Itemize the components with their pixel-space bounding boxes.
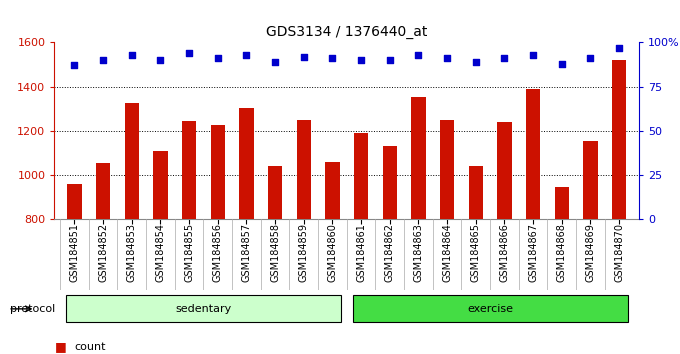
Point xyxy=(499,56,510,61)
Point xyxy=(270,59,281,65)
Bar xyxy=(182,121,197,219)
Text: GSM184868: GSM184868 xyxy=(557,223,567,282)
Bar xyxy=(325,162,339,219)
Bar xyxy=(239,108,254,219)
Point xyxy=(528,52,539,58)
Bar xyxy=(583,141,598,219)
Point xyxy=(384,57,395,63)
Text: GSM184863: GSM184863 xyxy=(413,223,424,282)
Text: GSM184867: GSM184867 xyxy=(528,223,538,282)
Text: GSM184856: GSM184856 xyxy=(213,223,223,282)
Bar xyxy=(526,89,541,219)
Bar xyxy=(612,60,626,219)
Point xyxy=(212,56,223,61)
Title: GDS3134 / 1376440_at: GDS3134 / 1376440_at xyxy=(266,25,428,39)
Text: sedentary: sedentary xyxy=(175,304,232,314)
Point xyxy=(356,57,367,63)
Text: GSM184869: GSM184869 xyxy=(585,223,596,282)
Text: GSM184851: GSM184851 xyxy=(69,223,80,282)
Text: GSM184862: GSM184862 xyxy=(385,223,395,282)
Bar xyxy=(411,97,426,219)
Text: ■: ■ xyxy=(54,341,66,353)
Text: protocol: protocol xyxy=(10,304,56,314)
Point xyxy=(585,56,596,61)
Point xyxy=(299,54,309,59)
Point xyxy=(413,52,424,58)
Bar xyxy=(153,151,168,219)
Point xyxy=(241,52,252,58)
Text: GSM184864: GSM184864 xyxy=(442,223,452,282)
Bar xyxy=(67,184,82,219)
Text: count: count xyxy=(75,342,106,352)
Point xyxy=(471,59,481,65)
FancyBboxPatch shape xyxy=(352,295,628,322)
Bar xyxy=(96,163,110,219)
Text: GSM184852: GSM184852 xyxy=(98,223,108,282)
Bar xyxy=(555,187,569,219)
Bar xyxy=(440,120,454,219)
Point xyxy=(126,52,137,58)
Point xyxy=(98,57,109,63)
Text: GSM184866: GSM184866 xyxy=(500,223,509,282)
Text: GSM184870: GSM184870 xyxy=(614,223,624,282)
Text: GSM184859: GSM184859 xyxy=(299,223,309,282)
Text: GSM184860: GSM184860 xyxy=(328,223,337,282)
Bar xyxy=(296,120,311,219)
Bar xyxy=(354,133,369,219)
Point xyxy=(556,61,567,67)
Text: GSM184853: GSM184853 xyxy=(126,223,137,282)
FancyBboxPatch shape xyxy=(66,295,341,322)
Text: GSM184854: GSM184854 xyxy=(156,223,165,282)
Point xyxy=(155,57,166,63)
Bar xyxy=(383,147,397,219)
Bar xyxy=(124,103,139,219)
Bar xyxy=(469,166,483,219)
Text: GSM184865: GSM184865 xyxy=(471,223,481,282)
Point xyxy=(69,63,80,68)
Text: GSM184857: GSM184857 xyxy=(241,223,252,282)
Text: GSM184855: GSM184855 xyxy=(184,223,194,282)
Text: GSM184861: GSM184861 xyxy=(356,223,366,282)
Text: GSM184858: GSM184858 xyxy=(270,223,280,282)
Bar xyxy=(497,122,511,219)
Bar xyxy=(268,166,282,219)
Point xyxy=(184,50,194,56)
Point xyxy=(442,56,453,61)
Bar xyxy=(211,125,225,219)
Point xyxy=(327,56,338,61)
Text: exercise: exercise xyxy=(467,304,513,314)
Point xyxy=(613,45,624,51)
